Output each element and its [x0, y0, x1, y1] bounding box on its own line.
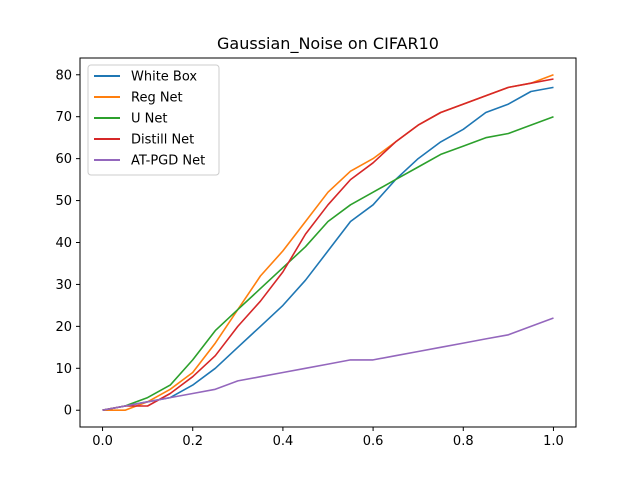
legend-label: Reg Net: [131, 91, 183, 106]
series-line-distill-net: [102, 78, 554, 411]
y-tick-label: 30: [55, 278, 72, 293]
chart-title: Gaussian_Noise on CIFAR10: [217, 34, 439, 54]
plot-area: 0.0 0.2 0.4 0.6 0.8 1.0 0 10 20 30 40 50 60 70 80 White…: [55, 57, 577, 449]
legend-box: [87, 64, 220, 176]
legend-label: White Box: [131, 70, 197, 85]
y-tick-label: 0: [64, 404, 72, 419]
x-tick-label: 0.6: [363, 434, 384, 449]
y-tick-label: 80: [55, 68, 72, 83]
series-line-at-pgd-net: [102, 317, 554, 411]
legend-label: U Net: [131, 112, 167, 127]
x-tick-label: 0.8: [453, 434, 474, 449]
x-tick-label: 0.2: [182, 434, 203, 449]
y-tick-label: 10: [55, 362, 72, 377]
x-tick-label: 0.4: [273, 434, 294, 449]
series-line-white-box: [102, 86, 554, 411]
y-tick-label: 50: [55, 194, 72, 209]
y-tick-label: 60: [55, 152, 72, 167]
y-tick-label: 70: [55, 110, 72, 125]
legend-label: AT-PGD Net: [131, 154, 205, 169]
series-lines: [102, 74, 554, 412]
x-tick-label: 0.0: [92, 434, 113, 449]
legend-label: Distill Net: [131, 133, 194, 148]
y-tick-label: 20: [55, 320, 72, 335]
legend: White Box Reg Net U Net Distill Net AT-PGD N…: [87, 64, 220, 176]
y-tick-label: 40: [55, 236, 72, 251]
series-line-u-net: [102, 115, 554, 411]
x-tick-label: 1.0: [543, 434, 564, 449]
